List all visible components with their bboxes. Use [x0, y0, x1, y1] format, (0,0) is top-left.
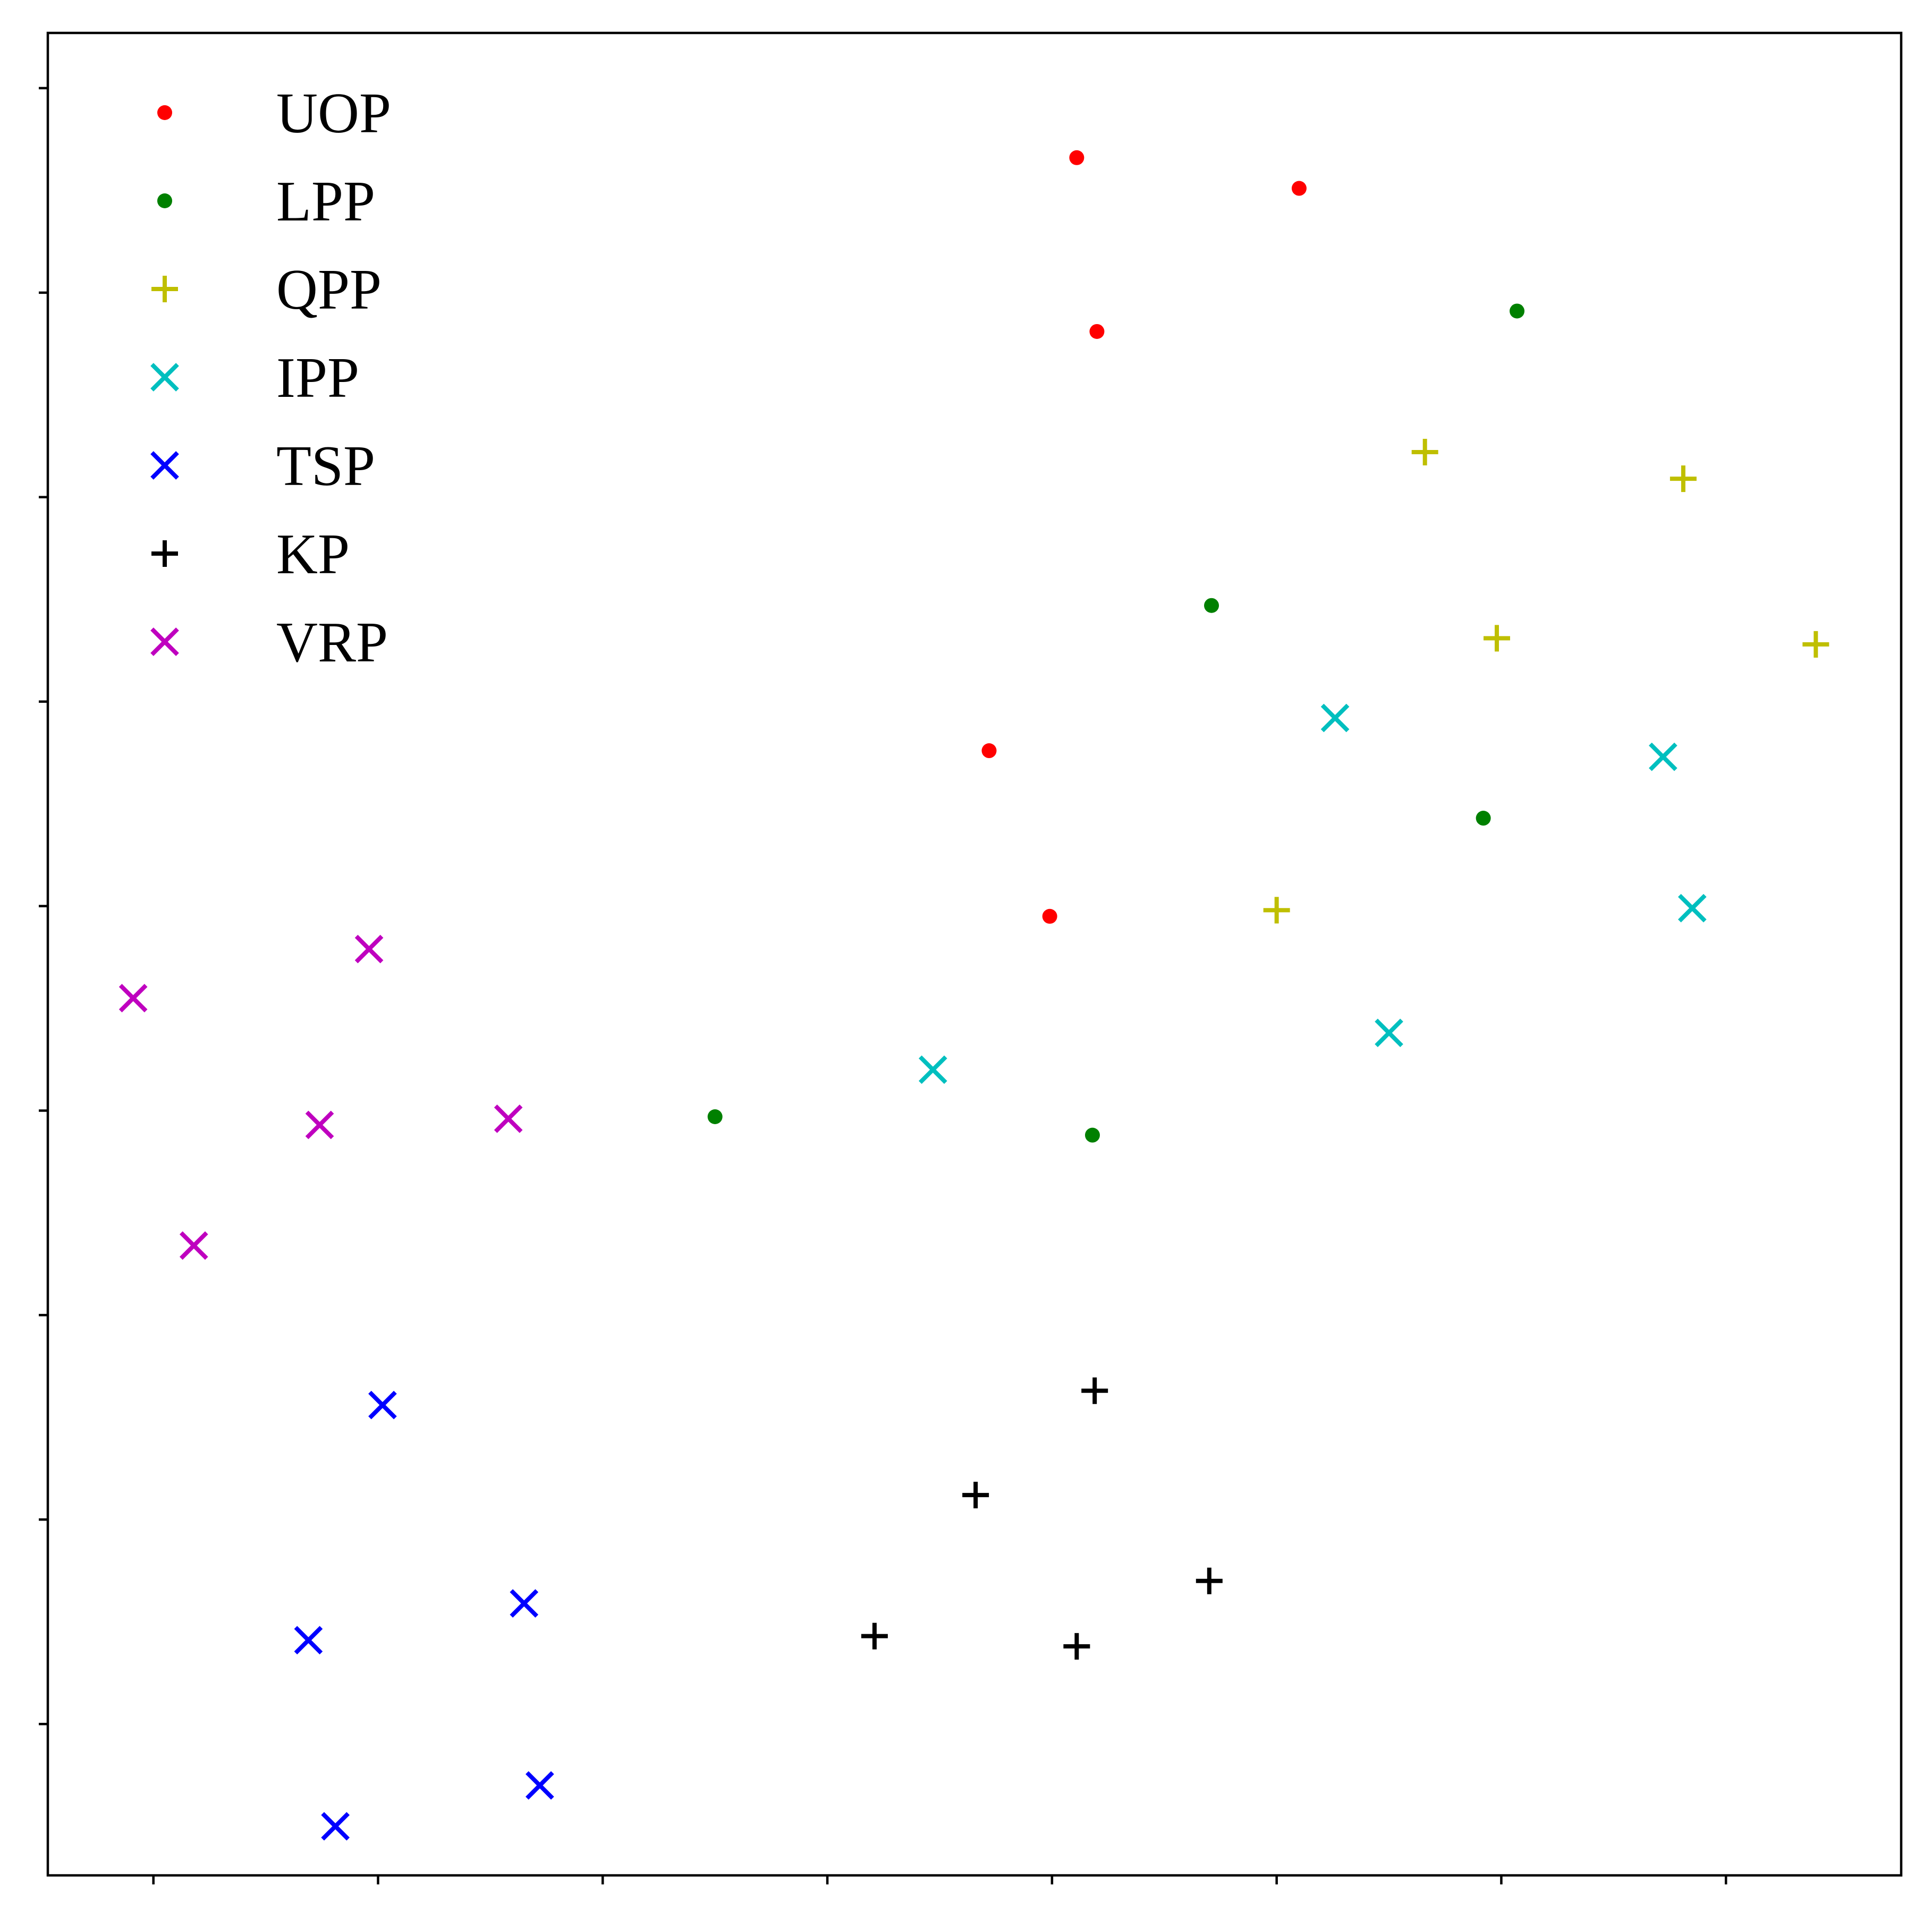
tsp-point-0	[368, 1390, 397, 1420]
vrp-point-0	[118, 983, 148, 1013]
kp-point-1	[962, 1482, 989, 1509]
legend-label-qpp: QPP	[276, 258, 382, 321]
legend-entry-kp: KP	[151, 523, 350, 586]
lpp-point-1	[1204, 598, 1219, 613]
tsp-point-2	[510, 1589, 539, 1618]
legend-entry-ipp: IPP	[150, 346, 359, 410]
legend-label-uop: UOP	[276, 82, 391, 145]
lpp-point-0	[1510, 303, 1525, 319]
legend: UOP LPP QPP IPP TSP KP VRP	[150, 82, 391, 674]
tsp-point-4	[526, 1771, 554, 1800]
legend-entry-tsp: TSP	[150, 435, 375, 498]
kp-point-3	[861, 1622, 888, 1650]
uop-point-0	[1069, 150, 1084, 165]
legend-label-ipp: IPP	[276, 346, 359, 410]
x-axis-ticks	[152, 1875, 1727, 1884]
ipp-point-1	[1649, 742, 1677, 771]
lpp-point-3	[707, 1109, 723, 1124]
legend-label-vrp: VRP	[276, 611, 388, 674]
ipp-point-4	[918, 1055, 947, 1084]
plot-area	[46, 31, 1903, 1877]
vrp-point-4	[179, 1231, 208, 1260]
lpp-point-2	[1476, 811, 1491, 826]
legend-marker-lpp	[157, 193, 172, 208]
ipp-point-2	[1677, 894, 1707, 923]
uop-point-1	[1291, 181, 1307, 196]
qpp-point-2	[1483, 625, 1510, 652]
kp-point-4	[1063, 1633, 1090, 1660]
lpp-point-4	[1084, 1127, 1100, 1143]
uop-point-2	[1089, 324, 1105, 339]
y-axis-ticks	[39, 87, 48, 1726]
data-points	[118, 150, 1829, 1841]
vrp-point-3	[494, 1105, 523, 1133]
legend-entry-qpp: QPP	[151, 258, 382, 321]
qpp-point-3	[1802, 631, 1829, 658]
kp-point-0	[1081, 1377, 1108, 1404]
legend-marker-uop	[157, 105, 172, 120]
legend-label-kp: KP	[276, 523, 350, 586]
legend-label-tsp: TSP	[276, 435, 375, 498]
legend-marker-qpp	[151, 276, 178, 302]
legend-marker-vrp	[150, 627, 179, 656]
uop-point-4	[1042, 908, 1057, 924]
legend-marker-ipp	[150, 363, 179, 392]
kp-point-2	[1196, 1567, 1223, 1594]
legend-marker-tsp	[150, 451, 179, 480]
tsp-point-3	[321, 1812, 350, 1841]
ipp-point-3	[1375, 1018, 1403, 1048]
legend-entry-lpp: LPP	[157, 170, 375, 233]
tsp-point-1	[294, 1626, 323, 1655]
vrp-point-1	[354, 934, 384, 964]
legend-entry-uop: UOP	[157, 82, 391, 145]
qpp-point-4	[1263, 897, 1290, 924]
ipp-point-0	[1320, 703, 1350, 733]
legend-entry-vrp: VRP	[150, 611, 388, 674]
vrp-point-2	[305, 1110, 334, 1140]
uop-point-3	[981, 743, 997, 759]
qpp-point-1	[1670, 465, 1697, 492]
qpp-point-0	[1411, 439, 1438, 466]
legend-label-lpp: LPP	[276, 170, 375, 233]
legend-marker-kp	[151, 540, 178, 567]
